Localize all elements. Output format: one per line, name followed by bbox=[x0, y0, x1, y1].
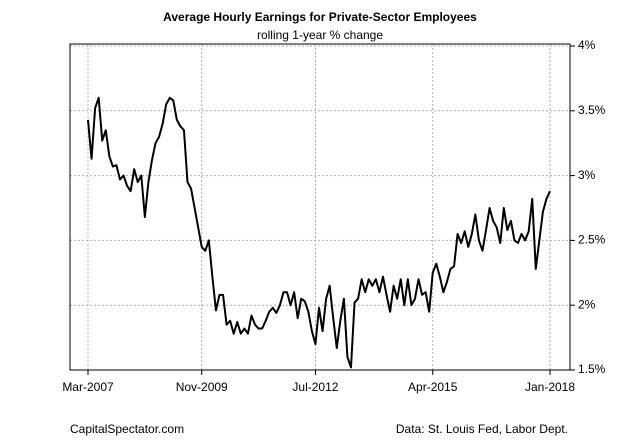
data-line bbox=[87, 96, 551, 369]
y-tick-label: 3.5% bbox=[578, 103, 606, 117]
chart-subtitle: rolling 1-year % change bbox=[257, 28, 383, 42]
x-tick-label: Jan-2018 bbox=[525, 380, 575, 394]
y-tick-label: 2% bbox=[578, 297, 596, 311]
chart-title: Average Hourly Earnings for Private-Sect… bbox=[163, 10, 477, 24]
y-tick-label: 1.5% bbox=[578, 362, 606, 376]
y-tick-label: 2.5% bbox=[578, 233, 606, 247]
x-tick-label: Apr-2015 bbox=[408, 380, 458, 394]
source-left: CapitalSpectator.com bbox=[70, 422, 184, 436]
source-right: Data: St. Louis Fed, Labor Dept. bbox=[396, 422, 568, 436]
x-tick-label: Nov-2009 bbox=[176, 380, 228, 394]
y-tick-label: 4% bbox=[578, 38, 596, 52]
y-tick-label: 3% bbox=[578, 168, 596, 182]
plot-frame bbox=[69, 43, 571, 371]
x-tick-label: Mar-2007 bbox=[62, 380, 114, 394]
x-tick-label: Jul-2012 bbox=[292, 380, 338, 394]
